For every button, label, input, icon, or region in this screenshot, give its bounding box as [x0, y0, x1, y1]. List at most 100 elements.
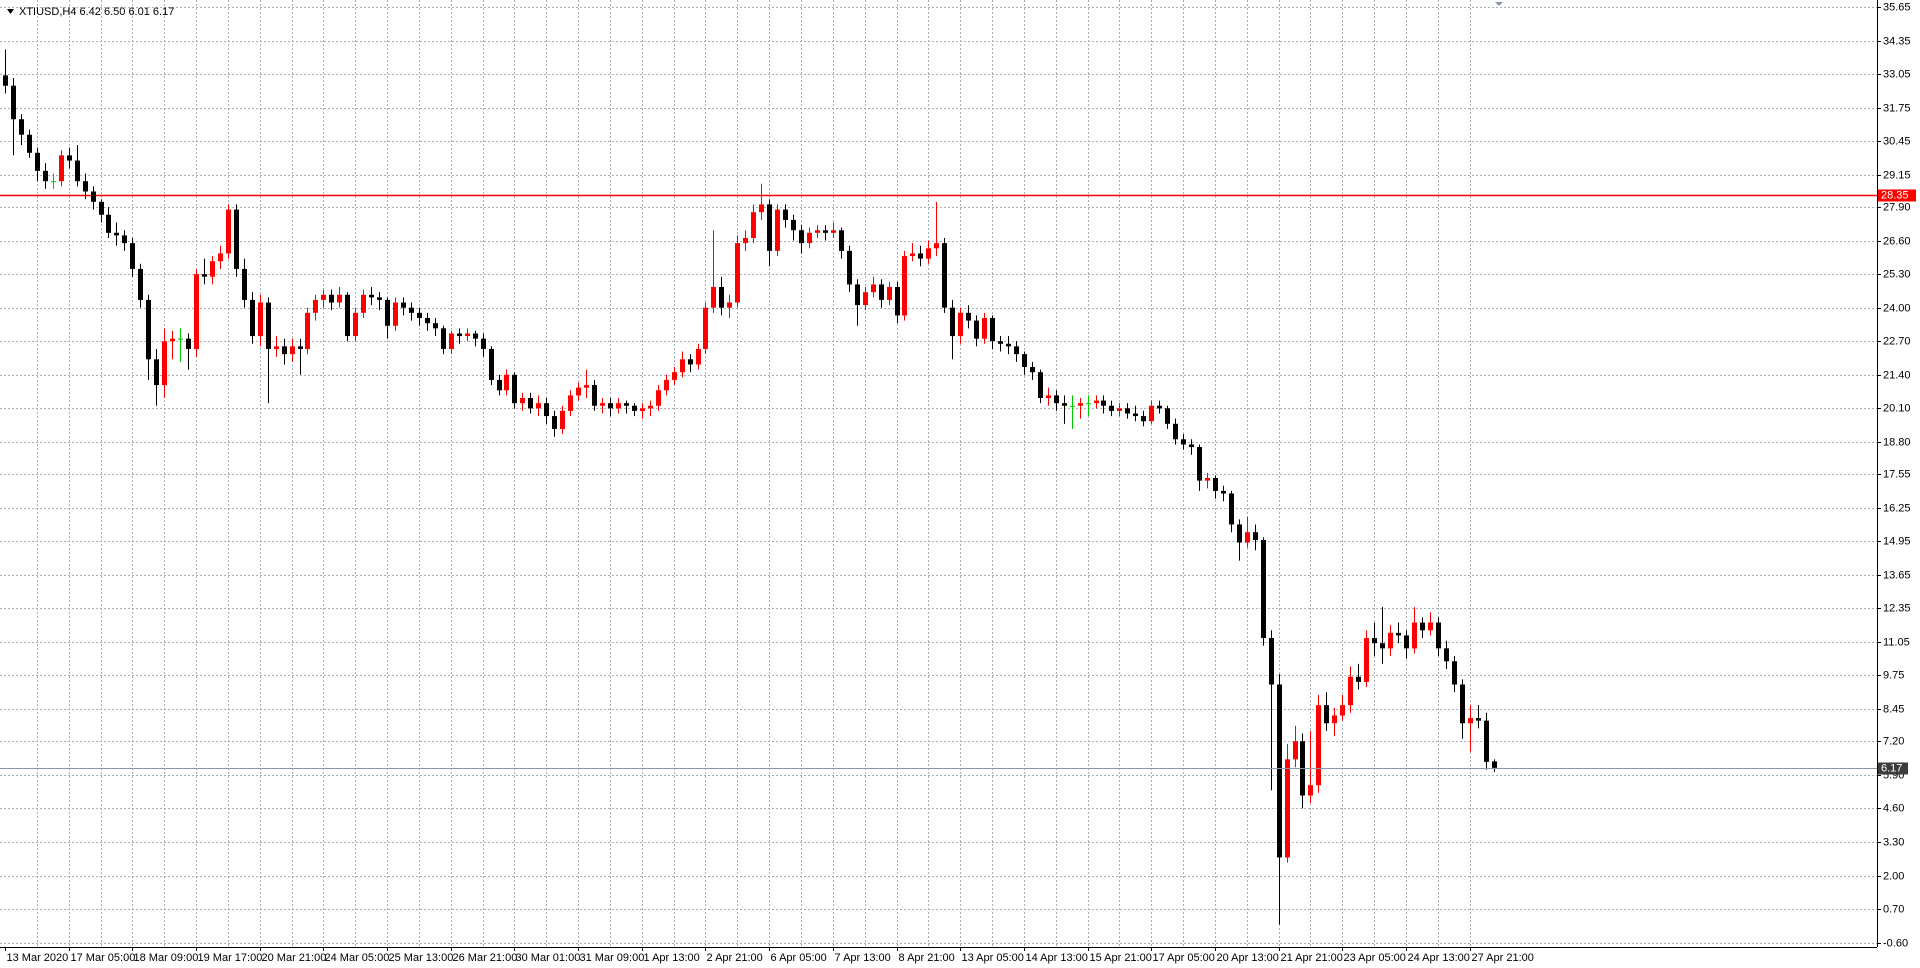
candle-body [672, 372, 677, 380]
x-tick-label: 19 Mar 17:00 [198, 952, 263, 964]
candle-body [640, 408, 645, 411]
candle-body [998, 341, 1003, 344]
candle-body [568, 395, 573, 411]
candle-body [19, 119, 24, 135]
shift-marker[interactable] [1495, 2, 1503, 6]
x-tick-label: 6 Apr 05:00 [771, 952, 827, 964]
level-label: 28.35 [1881, 189, 1909, 201]
menu-icon[interactable] [7, 9, 14, 14]
candle-body [59, 155, 64, 182]
axes: 35.65 34.35 33.05 31.75 30.45 29.15 27.90 26.60… [5, 1, 1916, 964]
candle-body [1189, 444, 1194, 448]
candle-body [934, 243, 939, 249]
candle-body [1269, 638, 1274, 685]
y-tick-label: 9.75 [1883, 669, 1904, 681]
candle-body [170, 338, 175, 342]
candle-body [831, 230, 836, 233]
candle-body [1165, 408, 1170, 424]
candle-body [369, 294, 374, 298]
x-tick-label: 24 Apr 13:00 [1408, 952, 1470, 964]
candle-body [839, 230, 844, 251]
candle-body [584, 385, 589, 388]
candle-body [1468, 718, 1473, 724]
candle-body [1125, 408, 1130, 414]
candle-body [106, 214, 111, 233]
y-tick-label: 22.70 [1883, 335, 1911, 347]
x-tick-label: 8 Apr 21:00 [899, 952, 955, 964]
candle-body [1396, 632, 1401, 636]
candle-body [1141, 416, 1146, 422]
candle-body [67, 155, 72, 161]
candle-body [401, 302, 406, 308]
candle-body [1181, 439, 1186, 445]
candle-body [1372, 638, 1377, 644]
y-tick-label: -0.60 [1883, 937, 1908, 949]
y-tick-label: 13.65 [1883, 569, 1911, 581]
candle-body [298, 346, 303, 349]
x-tick-label: 26 Mar 21:00 [453, 952, 518, 964]
candle-body [1484, 720, 1489, 762]
candle-body [504, 374, 509, 391]
candle-body [409, 307, 414, 313]
candle-body [648, 405, 653, 409]
candle-body [950, 307, 955, 337]
y-tick-label: 18.80 [1883, 436, 1911, 448]
candle-body [871, 284, 876, 293]
candle-body [576, 387, 581, 396]
candle-body [791, 219, 796, 231]
candle-body [1428, 622, 1433, 631]
candle-body [51, 181, 56, 183]
candle-body [759, 204, 764, 213]
candle-body [1293, 741, 1298, 760]
x-tick-label: 2 Apr 21:00 [707, 952, 763, 964]
x-tick-label: 23 Apr 05:00 [1344, 952, 1406, 964]
candle-body [688, 359, 693, 365]
y-tick-label: 2.00 [1883, 870, 1904, 882]
candle-body [1101, 400, 1106, 406]
candle-body [1197, 447, 1202, 481]
y-tick-label: 31.75 [1883, 102, 1911, 114]
candle-body [823, 230, 828, 233]
x-tick-label: 27 Apr 21:00 [1472, 952, 1534, 964]
x-tick-label: 30 Mar 01:00 [516, 952, 581, 964]
candle-body [258, 302, 263, 337]
candle-body [1308, 785, 1313, 796]
candle-body [1285, 759, 1290, 858]
candle-body [146, 299, 151, 360]
candle-body [417, 312, 422, 318]
candle-body [1014, 346, 1019, 355]
candle-body [1046, 395, 1051, 399]
y-tick-label: 12.35 [1883, 602, 1911, 614]
candle-body [544, 403, 549, 417]
candle-body [1237, 524, 1242, 543]
candle-body [1364, 638, 1369, 682]
candle-body [1030, 367, 1035, 373]
y-tick-label: 20.10 [1883, 402, 1911, 414]
y-tick-label: 17.55 [1883, 468, 1911, 480]
candle-body [1277, 684, 1282, 858]
candle-body [226, 209, 231, 254]
candle-body [696, 348, 701, 365]
candle-body [433, 323, 438, 329]
candle-body [1356, 676, 1361, 682]
candle-body [608, 403, 613, 409]
y-tick-label: 25.30 [1883, 268, 1911, 280]
candle-body [11, 85, 16, 120]
grid [0, 0, 1877, 947]
candle-body [114, 232, 119, 236]
candle-body [3, 75, 8, 86]
candle-body [942, 243, 947, 308]
candle-body [1149, 405, 1154, 422]
x-tick-label: 17 Apr 05:00 [1153, 952, 1215, 964]
candle-body [305, 312, 310, 349]
candle-body [616, 403, 621, 409]
candle-body [290, 346, 295, 355]
candle-body [560, 410, 565, 429]
candle-body [1205, 478, 1210, 481]
candle-body [1316, 705, 1321, 786]
candle-body [377, 297, 382, 300]
candle-body [313, 299, 318, 313]
candle-body [528, 398, 533, 409]
candle-body [83, 181, 88, 192]
